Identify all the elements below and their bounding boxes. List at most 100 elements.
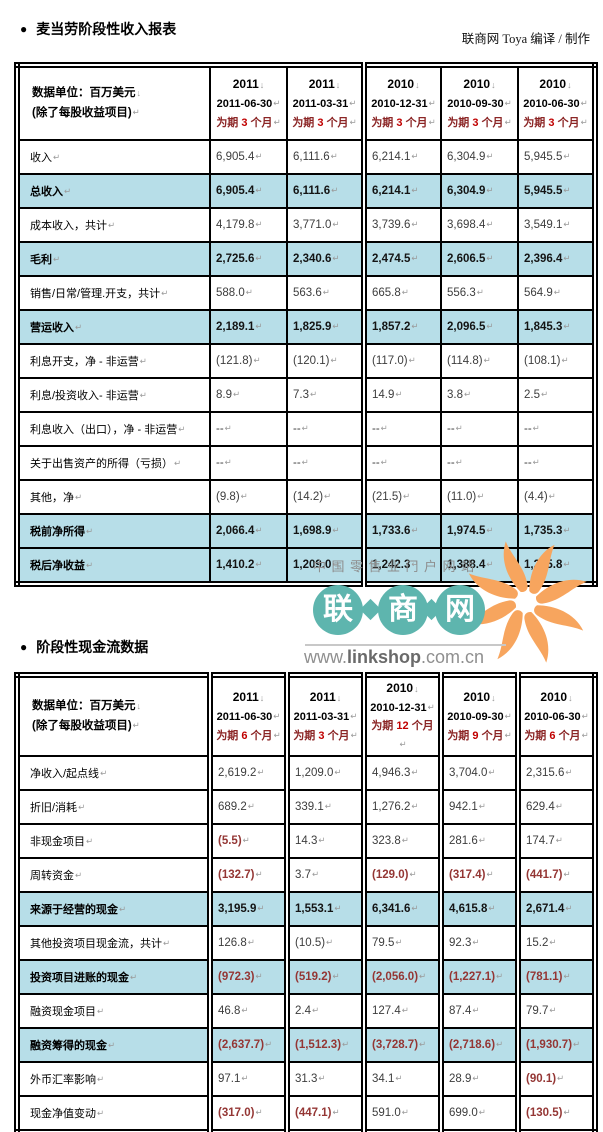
value-cell: (2,637.7) bbox=[207, 1027, 288, 1063]
period-number: 6 bbox=[241, 730, 248, 742]
value-cell: (781.1) bbox=[515, 959, 596, 995]
cell-value: (108.1) bbox=[524, 355, 569, 367]
value-cell: 6,304.9 bbox=[440, 173, 519, 209]
value-cell: 689.2 bbox=[207, 789, 288, 825]
table-row: 收入 6,905.4 6,111.6 6,214.1 6,304.9 5,945.5 bbox=[16, 139, 596, 175]
cell-value: 1,242.3 bbox=[372, 559, 419, 571]
watermark-circle: 联 bbox=[313, 585, 363, 635]
cell-value: (90.1) bbox=[526, 1073, 564, 1085]
value-cell: 591.0 bbox=[361, 1095, 442, 1132]
cell-value: (132.7) bbox=[218, 869, 263, 881]
column-period: 为期 6 个月 bbox=[216, 726, 283, 745]
row-label-cell: 关于出售资产的所得（亏损） bbox=[16, 445, 211, 481]
row-label: 税后净收益 bbox=[30, 560, 93, 572]
cell-value: -- bbox=[524, 457, 540, 469]
column-date: 2011-06-30 bbox=[212, 94, 285, 113]
row-label-cell: 融资现金项目 bbox=[16, 993, 211, 1029]
value-cell: (441.7) bbox=[515, 857, 596, 893]
cell-value: 3.7 bbox=[295, 869, 319, 881]
period-suffix: 个月 bbox=[328, 730, 358, 742]
column-date-text: 2011-03-31 bbox=[294, 711, 358, 723]
watermark-char: 商 bbox=[388, 593, 418, 626]
value-cell: 92.3 bbox=[438, 925, 519, 961]
value-cell: 87.4 bbox=[438, 993, 519, 1029]
row-label-cell: 利息开支，净 - 非运营 bbox=[16, 343, 211, 379]
bullet-icon: ● bbox=[20, 22, 28, 36]
value-cell: 6,341.6 bbox=[361, 891, 442, 927]
cell-value: (4.4) bbox=[524, 491, 556, 503]
value-cell: 14.9 bbox=[361, 377, 442, 413]
value-cell: 564.9 bbox=[517, 275, 596, 311]
cell-value: 87.4 bbox=[449, 1005, 480, 1017]
value-cell: -- bbox=[517, 411, 596, 447]
cell-value: 2,340.6 bbox=[293, 253, 340, 265]
cell-value: (447.1) bbox=[295, 1107, 340, 1119]
cell-value: 6,111.6 bbox=[293, 151, 338, 163]
cell-value: 4,946.3 bbox=[372, 767, 419, 779]
row-label-cell: 税后净收益 bbox=[16, 547, 211, 585]
row-label-cell: 毛利 bbox=[16, 241, 211, 277]
cell-value: -- bbox=[372, 423, 388, 435]
value-cell: (2,056.0) bbox=[361, 959, 442, 995]
cell-value: 7.3 bbox=[293, 389, 317, 401]
row-label: 现金净值变动 bbox=[30, 1108, 104, 1120]
value-cell: 2,671.4 bbox=[515, 891, 596, 927]
period-suffix: 个月 bbox=[558, 117, 588, 129]
value-cell: 3,195.9 bbox=[207, 891, 288, 927]
value-cell: 2,315.6 bbox=[515, 755, 596, 791]
value-cell: 1,209.0 bbox=[284, 755, 365, 791]
cell-value: 3,549.1 bbox=[524, 219, 571, 231]
column-year: 2010 bbox=[520, 75, 591, 94]
value-cell: 942.1 bbox=[438, 789, 519, 825]
period-prefix: 为期 bbox=[447, 730, 470, 742]
table-row: 利息收入（出口），净 - 非运营 -- -- -- -- -- bbox=[16, 411, 596, 447]
cell-value: 174.7 bbox=[526, 835, 563, 847]
cell-value: 126.8 bbox=[218, 937, 255, 949]
cell-value: (317.4) bbox=[449, 869, 494, 881]
cell-value: 564.9 bbox=[524, 287, 561, 299]
column-year: 2010 bbox=[443, 75, 516, 94]
value-cell: 3,771.0 bbox=[286, 207, 365, 243]
row-label-cell: 其他投资项目现金流，共计 bbox=[16, 925, 211, 961]
value-cell: 1,209.0 bbox=[286, 547, 365, 585]
unit-line: (除了每股收益项目) bbox=[32, 716, 206, 736]
value-cell: 8.9 bbox=[209, 377, 288, 413]
cell-value: 1,733.6 bbox=[372, 525, 419, 537]
period-suffix: 个月 bbox=[559, 730, 589, 742]
period-suffix: 个月 bbox=[251, 730, 281, 742]
unit-header-cell: 数据单位：百万美元 (除了每股收益项目) bbox=[16, 64, 211, 141]
unit-header-cell: 数据单位：百万美元 (除了每股收益项目) bbox=[16, 674, 211, 757]
cell-value: -- bbox=[293, 423, 309, 435]
watermark-divider bbox=[305, 644, 506, 646]
cell-value: (117.0) bbox=[372, 355, 416, 367]
value-cell: 2,619.2 bbox=[207, 755, 288, 791]
cell-value: 2,066.4 bbox=[216, 525, 263, 537]
period-number: 3 bbox=[241, 117, 248, 129]
value-cell: 28.9 bbox=[438, 1061, 519, 1097]
unit-line-text: (除了每股收益项目) bbox=[32, 720, 140, 732]
cell-value: 665.8 bbox=[372, 287, 409, 299]
row-label: 其他投资项目现金流，共计 bbox=[30, 938, 170, 950]
value-cell: 6,214.1 bbox=[361, 173, 442, 209]
linkshop-watermark: 中国零售业门户网站 联 商 网 www.linkshop.com.cn bbox=[300, 541, 603, 675]
column-period: 为期 3 个月 bbox=[293, 726, 360, 745]
cell-value: 79.5 bbox=[372, 937, 403, 949]
row-label-cell: 净收入/起点线 bbox=[16, 755, 211, 791]
period-number: 6 bbox=[549, 730, 556, 742]
column-date-text: 2011-06-30 bbox=[217, 98, 281, 110]
cell-value: 2,671.4 bbox=[526, 903, 573, 915]
row-label-cell: 非现金项目 bbox=[16, 823, 211, 859]
value-cell: 1,845.3 bbox=[517, 309, 596, 345]
table-row: 关于出售资产的所得（亏损） -- -- -- -- -- bbox=[16, 445, 596, 481]
cell-value: 79.7 bbox=[526, 1005, 557, 1017]
column-header-cell: 2010 2010-06-30 为期 6 个月 bbox=[515, 674, 596, 757]
value-cell: -- bbox=[286, 445, 365, 481]
value-cell: 665.8 bbox=[361, 275, 442, 311]
value-cell: 339.1 bbox=[284, 789, 365, 825]
row-label: 其他，净 bbox=[30, 492, 82, 504]
cell-value: -- bbox=[216, 423, 232, 435]
value-cell: 4,946.3 bbox=[361, 755, 442, 791]
income-section-title: ● 麦当劳阶段性收入报表 bbox=[20, 19, 176, 39]
value-cell: 2.4 bbox=[284, 993, 365, 1029]
cell-value: 6,304.9 bbox=[447, 185, 494, 197]
